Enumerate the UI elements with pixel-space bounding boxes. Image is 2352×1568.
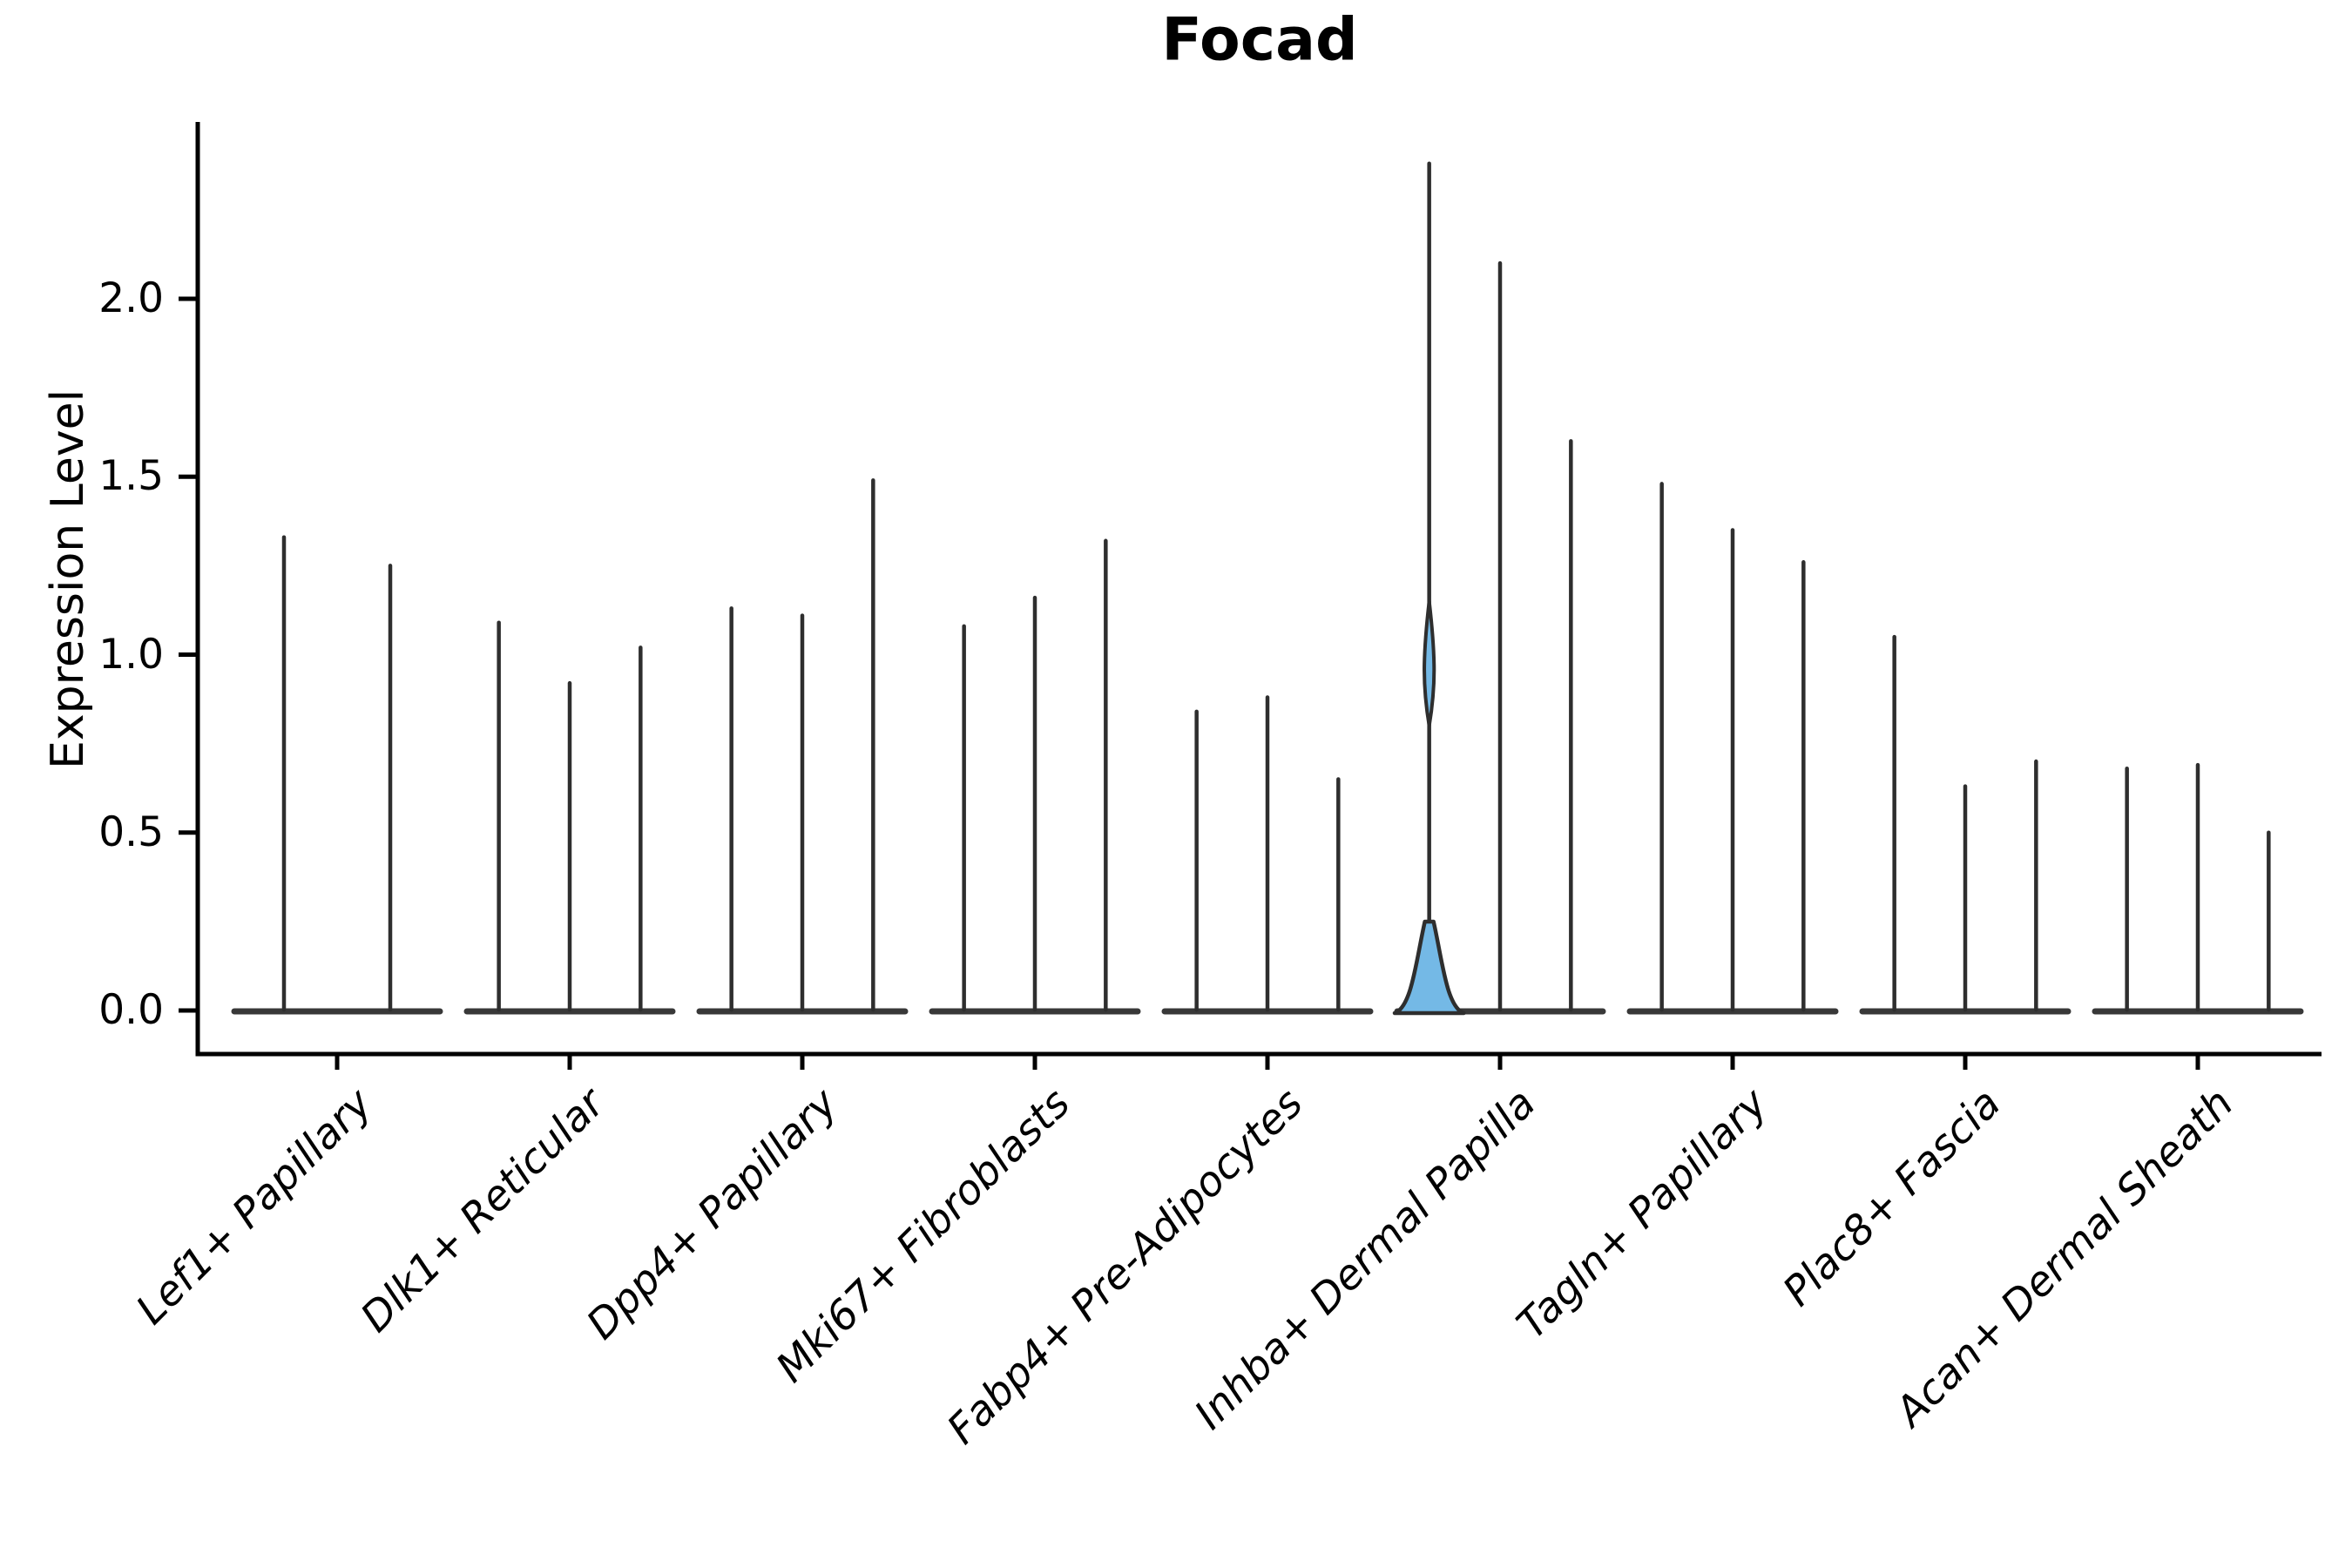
chart-title: Focad — [1161, 5, 1358, 75]
y-tick-label: 2.0 — [98, 274, 164, 322]
y-axis-label: Expression Level — [42, 389, 94, 770]
y-tick-label: 1.5 — [98, 452, 164, 501]
y-tick-label: 0.5 — [98, 808, 164, 856]
y-tick-label: 1.0 — [98, 630, 164, 679]
y-tick-label: 0.0 — [98, 986, 164, 1034]
highlight-violin-base-bulge — [1392, 919, 1466, 1016]
highlight-violin-upper-lens — [1423, 599, 1436, 728]
